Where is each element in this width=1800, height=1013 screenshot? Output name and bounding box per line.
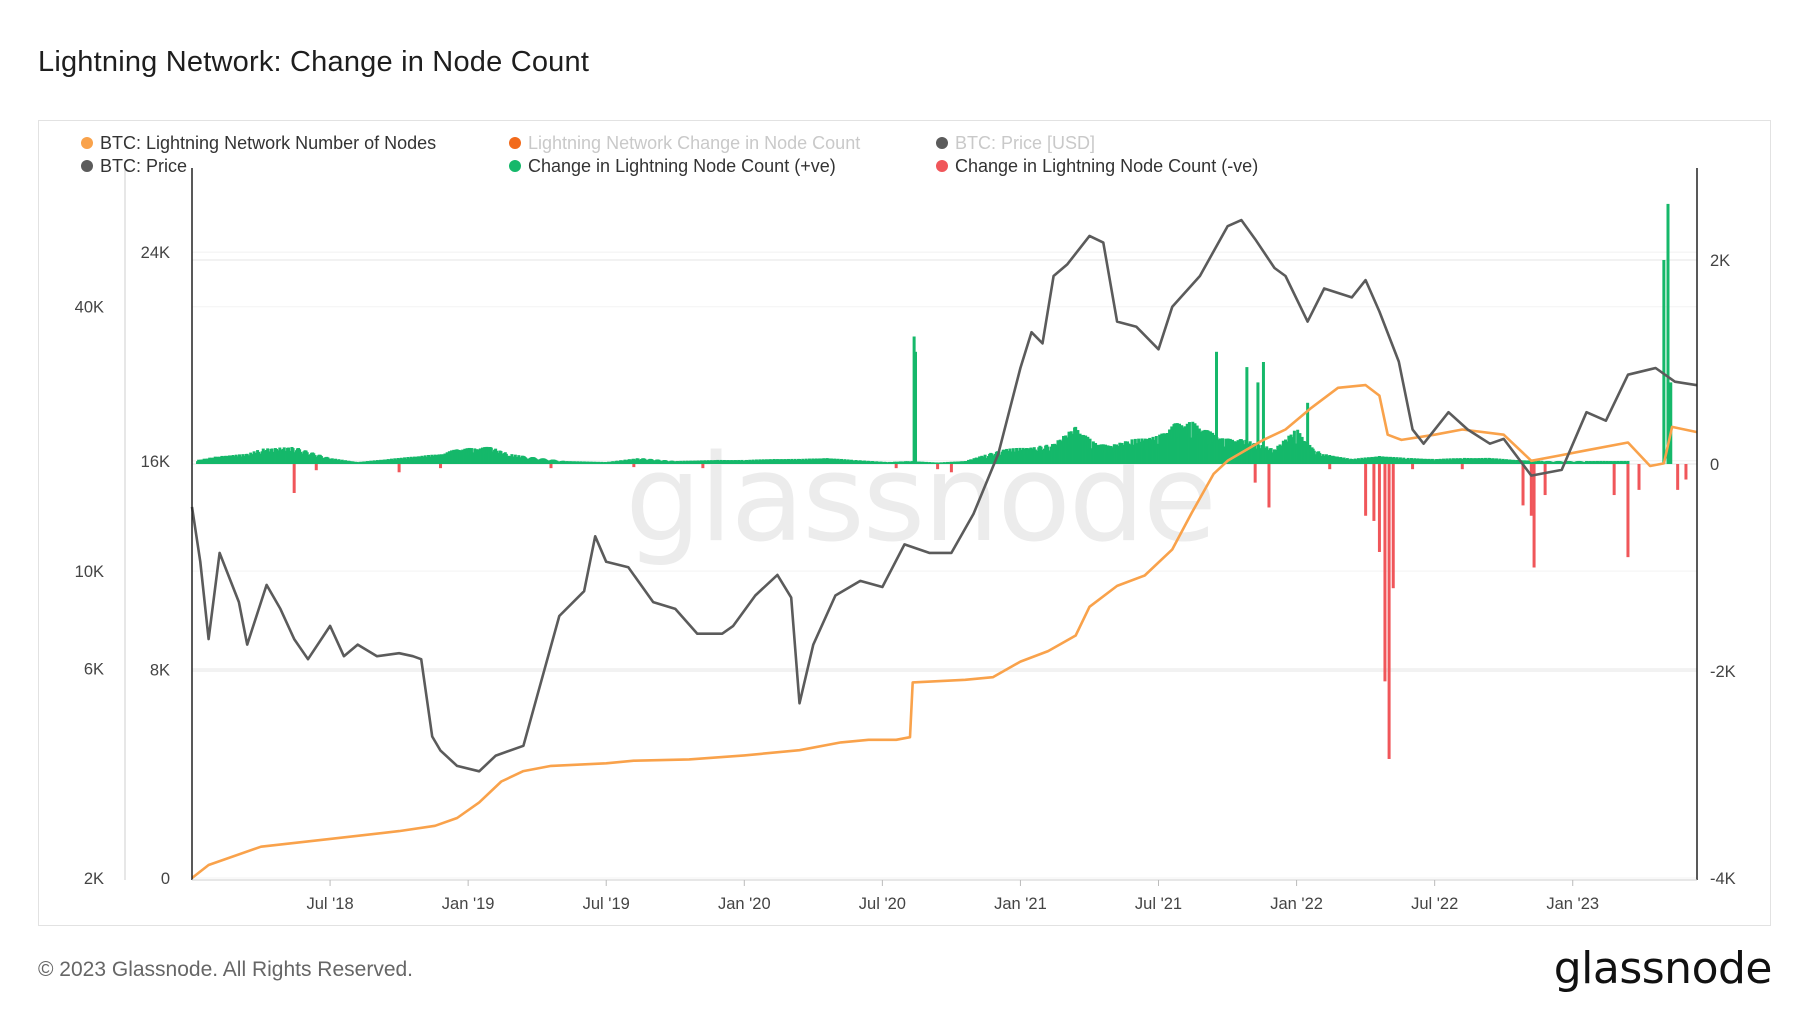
x-axis-tick: Jan '19 [442,895,495,913]
negative-change-bar [549,464,553,469]
legend[interactable]: BTC: Lightning Network Number of Nodes Li… [81,133,1258,176]
negative-change-bar [314,464,318,471]
negative-change-bar [1460,464,1464,470]
negative-change-bar [1543,464,1547,496]
chart-frame [38,120,1771,926]
positive-change-spike [1306,402,1310,464]
negative-change-bar [1387,464,1391,759]
copyright-footer: © 2023 Glassnode. All Rights Reserved. [38,958,414,981]
price-axis-tick: 40K [75,299,104,317]
series-lines [190,218,1698,880]
negative-change-bar [439,464,443,469]
positive-change-spike [1669,382,1673,464]
negative-change-bar [1267,464,1271,508]
change-axis-tick: 0 [1710,456,1719,474]
x-axis-tick: Jan '23 [1546,895,1599,913]
negative-change-bar [894,464,898,469]
negative-change-bar [949,464,953,473]
x-axis-tick: Jul '19 [583,895,630,913]
negative-change-bar [1253,464,1257,483]
positive-change-bars [196,203,1673,464]
positive-change-spike [1261,362,1265,464]
legend-swatch [81,137,93,149]
negative-change-bar [632,464,636,468]
change-axis-tick: -4K [1710,870,1736,888]
nodes-axis-tick: 8K [150,661,170,679]
change-axis-tick: -2K [1710,663,1736,681]
negative-change-bar [1626,464,1630,558]
change-axis-tick: 2K [1710,252,1730,270]
negative-change-bar [1612,464,1616,496]
legend-item[interactable]: BTC: Lightning Network Number of Nodes [81,133,436,153]
positive-change-spike [1256,382,1260,464]
nodes-axis-tick: 16K [141,453,170,471]
positive-change-spike [914,351,918,464]
legend-swatch [81,160,93,172]
negative-change-bars [292,464,1688,759]
negative-change-bar [292,464,296,493]
axes: 2K 6K 10K 40K 0 8K 16K 24K -4K -2K 0 2K Jul '18 Jan '… [75,168,1736,913]
legend-label: Lightning Network Change in Node Count [528,133,860,153]
positive-change-spike [1662,260,1666,464]
glassnode-logo: glassnode [1553,943,1773,994]
negative-change-bar [1364,464,1368,516]
x-axis-tick: Jul '22 [1411,895,1458,913]
positive-change-bar [1626,460,1630,464]
negative-change-bar [1684,464,1688,480]
negative-change-bar [397,464,401,473]
negative-change-bar [1328,464,1332,470]
legend-item[interactable]: Change in Lightning Node Count (-ve) [936,156,1258,176]
x-axis-tick: Jan '22 [1270,895,1323,913]
node-count-line [191,383,1698,880]
negative-change-bar [701,464,705,469]
positive-change-spike [1215,351,1219,464]
negative-change-bar [1637,464,1641,490]
legend-swatch [509,137,521,149]
legend-swatch [936,160,948,172]
negative-change-bar [1372,464,1376,521]
negative-change-bar [1411,464,1415,470]
legend-swatch [509,160,521,172]
legend-label: BTC: Price [USD] [955,133,1095,153]
legend-label: Change in Lightning Node Count (-ve) [955,156,1258,176]
negative-change-bar [1383,464,1387,682]
negative-change-bar [1532,464,1536,568]
legend-item[interactable]: Change in Lightning Node Count (+ve) [509,156,836,176]
x-axis-tick: Jul '21 [1135,895,1182,913]
legend-item[interactable]: BTC: Price [USD] [936,133,1095,153]
legend-label: Change in Lightning Node Count (+ve) [528,156,836,176]
positive-change-spike [1666,203,1670,464]
nodes-axis-tick: 24K [141,244,170,262]
x-axis-tick: Jul '18 [306,895,353,913]
negative-change-bar [1676,464,1680,490]
legend-label: BTC: Price [100,156,187,176]
positive-change-spike [1245,367,1249,464]
legend-swatch [936,137,948,149]
x-axis-tick: Jul '20 [859,895,906,913]
price-axis-tick: 2K [84,870,104,888]
negative-change-bar [1529,464,1533,516]
negative-change-bar [1391,464,1395,589]
price-axis-tick: 10K [75,563,104,581]
negative-change-bar [1377,464,1381,552]
legend-item[interactable]: Lightning Network Change in Node Count [509,133,860,153]
negative-change-bar [1521,464,1525,506]
chart-title: Lightning Network: Change in Node Count [38,46,590,78]
legend-item[interactable]: BTC: Price [81,156,187,176]
x-axis-tick: Jan '21 [994,895,1047,913]
btc-price-line [190,218,1698,773]
legend-label: BTC: Lightning Network Number of Nodes [100,133,436,153]
x-axis-tick: Jan '20 [718,895,771,913]
price-axis-tick: 6K [84,660,104,678]
negative-change-bar [936,464,940,470]
nodes-axis-tick: 0 [161,870,170,888]
